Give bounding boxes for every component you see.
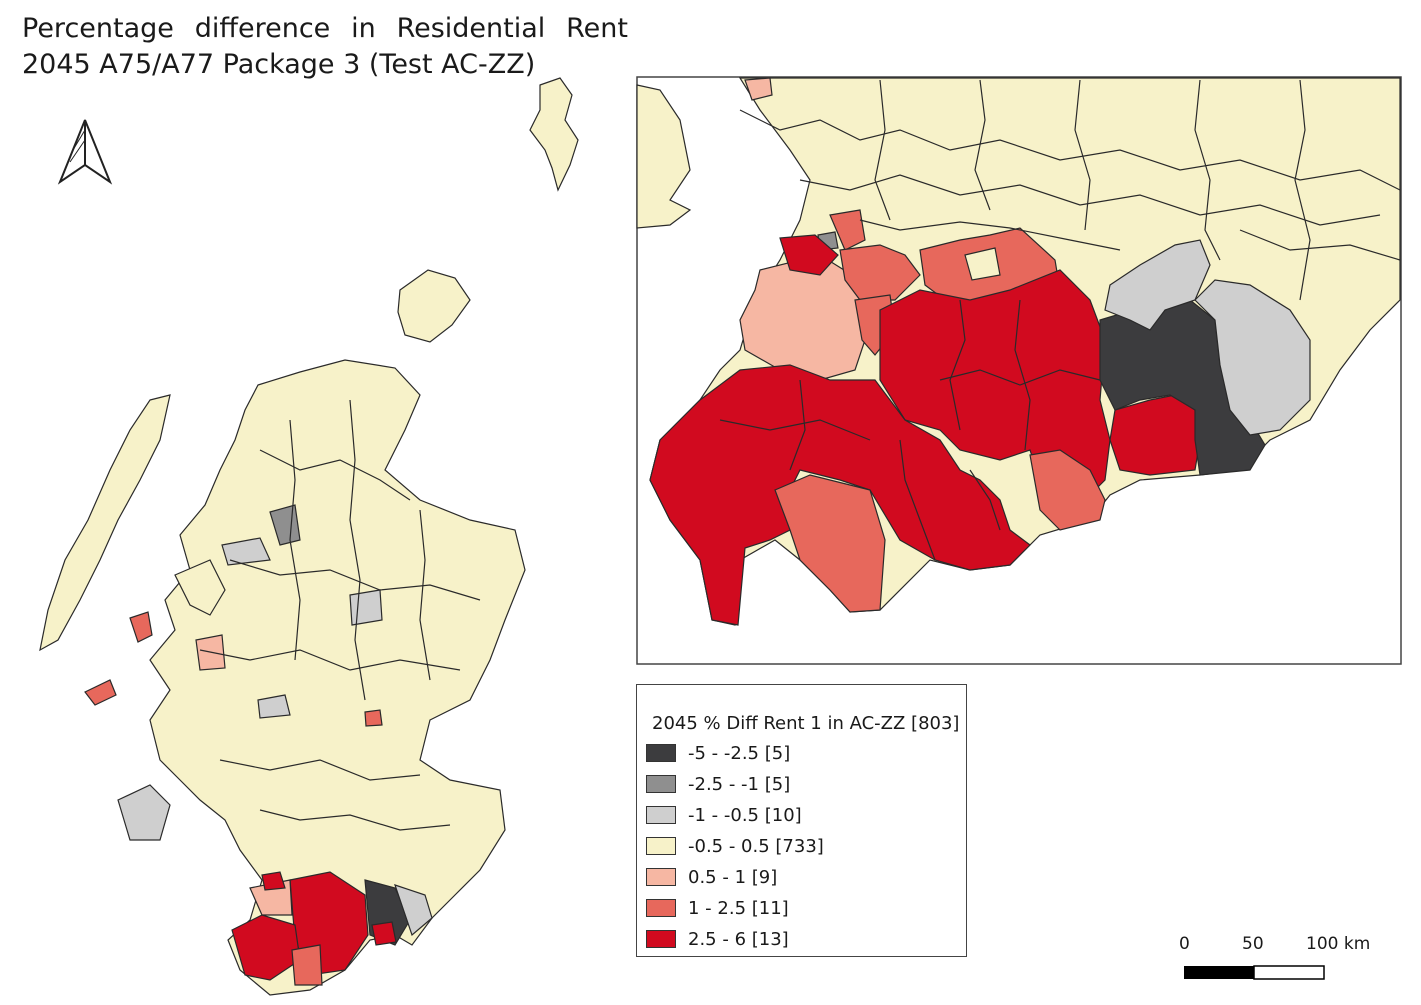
mull-island — [117, 784, 171, 841]
map-title-line-2: 2045 A75/A77 Package 3 (Test AC-ZZ) — [22, 49, 536, 80]
inset-zone-orange-south-2 — [1029, 449, 1106, 531]
rum-island — [129, 611, 153, 643]
scale-bar — [1184, 965, 1325, 980]
inset-zone-orange-2 — [839, 244, 921, 301]
inset-kintyre — [636, 84, 692, 229]
legend-item: 0.5 - 1 [9] — [646, 865, 777, 889]
scotland-mainland — [149, 359, 526, 996]
inset-map — [636, 77, 1401, 626]
legend-item: 1 - 2.5 [11] — [646, 896, 789, 920]
legend-swatch — [646, 744, 676, 762]
legend-swatch — [646, 806, 676, 824]
legend-item: 2.5 - 6 [13] — [646, 927, 789, 951]
coll-island — [84, 679, 117, 706]
map-legend: 2045 % Diff Rent 1 in AC-ZZ [803] -5 - -… — [636, 684, 967, 957]
legend-item: -5 - -2.5 [5] — [646, 741, 790, 765]
scotland-overview-map — [39, 77, 579, 996]
legend-item: -2.5 - -1 [5] — [646, 772, 790, 796]
overview-zone-red-1 — [364, 709, 383, 727]
overview-zone-light-1 — [349, 589, 383, 626]
overview-zone-dg-5 — [291, 944, 323, 986]
inset-zone-yellow-in — [964, 247, 1001, 281]
legend-item-label: 0.5 - 1 [9] — [688, 866, 778, 888]
legend-item: -1 - -0.5 [10] — [646, 803, 802, 827]
legend-item-label: -1 - -0.5 [10] — [688, 804, 802, 826]
legend-swatch — [646, 868, 676, 886]
legend-swatch — [646, 930, 676, 948]
skye-island — [174, 559, 226, 616]
overview-zone-light-2 — [221, 537, 271, 566]
inset-zone-red-north — [779, 234, 839, 276]
legend-item-label: -2.5 - -1 [5] — [688, 773, 791, 795]
overview-zone-dg-4 — [261, 871, 286, 891]
scale-label-100km: 100 km — [1306, 934, 1371, 954]
overview-zone-dg-7 — [394, 884, 433, 937]
legend-item-label: -0.5 - 0.5 [733] — [688, 835, 824, 857]
scale-label-0: 0 — [1179, 934, 1190, 954]
legend-swatch — [646, 775, 676, 793]
inset-zone-orange-south-1 — [774, 474, 886, 613]
legend-item: -0.5 - 0.5 [733] — [646, 834, 824, 858]
inset-zone-dark — [1099, 299, 1266, 476]
inset-zone-orange-1 — [829, 209, 866, 251]
legend-item-label: 1 - 2.5 [11] — [688, 897, 789, 919]
legend-title: 2045 % Diff Rent 1 in AC-ZZ [803] — [652, 713, 960, 734]
legend-item-label: -5 - -2.5 [5] — [688, 742, 791, 764]
scale-label-50: 50 — [1242, 934, 1264, 954]
overview-zone-dg-8 — [371, 921, 397, 946]
legend-swatch — [646, 837, 676, 855]
shetland-islands — [529, 77, 579, 192]
legend-item-label: 2.5 - 6 [13] — [688, 928, 789, 950]
inset-zone-lightgrey-2 — [1194, 279, 1311, 436]
overview-zone-light-3 — [257, 694, 291, 719]
orkney-islands — [397, 269, 471, 343]
inset-zone-pink-top — [744, 77, 773, 101]
map-title-line-1: Percentage difference in Residential Ren… — [22, 13, 628, 44]
legend-swatch — [646, 899, 676, 917]
outer-hebrides — [39, 394, 171, 652]
north-arrow-icon — [57, 119, 113, 185]
